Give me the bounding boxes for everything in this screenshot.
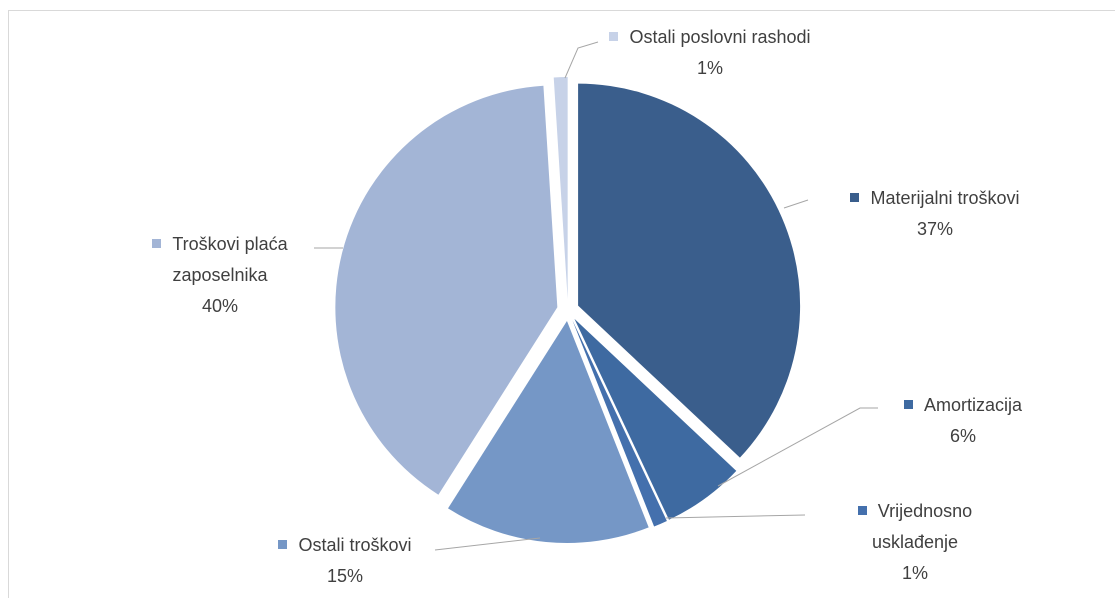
value-label: 40% xyxy=(201,296,239,316)
leader-line xyxy=(434,537,541,551)
leader-line xyxy=(564,41,599,79)
value-label: 37% xyxy=(916,219,954,239)
category-label: Troškovi plaća zaposelnika xyxy=(172,234,288,285)
category-label: Materijalni troškovi xyxy=(870,188,1020,208)
leader-line xyxy=(665,514,806,519)
pie-slice xyxy=(448,320,649,543)
legend-marker xyxy=(609,31,619,41)
pie-slice xyxy=(574,318,737,520)
leader-line xyxy=(783,199,809,209)
legend-marker xyxy=(903,399,913,409)
data-label: Ostali poslovni rashodi 1% xyxy=(590,22,830,84)
data-label: Troškovi plaća zaposelnika 40% xyxy=(120,229,320,322)
value-label: 1% xyxy=(696,58,723,78)
chart-frame xyxy=(8,10,1115,598)
value-label: 15% xyxy=(326,566,364,586)
data-label: Materijalni troškovi 37% xyxy=(800,183,1070,245)
pie-slice xyxy=(572,320,667,527)
category-label: Amortizacija xyxy=(923,395,1023,415)
data-label: Ostali troškovi 15% xyxy=(245,530,445,592)
value-label: 1% xyxy=(901,563,928,583)
pie-slice xyxy=(335,85,558,495)
value-label: 6% xyxy=(949,426,976,446)
leader-line xyxy=(717,407,878,487)
legend-marker xyxy=(850,192,860,202)
category-label: Ostali poslovni rashodi xyxy=(629,27,811,47)
legend-marker xyxy=(278,539,288,549)
legend-marker xyxy=(152,238,162,248)
pie-slice xyxy=(553,77,568,300)
pie-slice xyxy=(578,83,801,458)
category-label: Vrijednosno usklađenje xyxy=(871,501,973,552)
data-label: Amortizacija 6% xyxy=(878,390,1048,452)
data-label: Vrijednosno usklađenje 1% xyxy=(830,496,1000,589)
legend-marker xyxy=(857,505,867,515)
category-label: Ostali troškovi xyxy=(298,535,412,555)
